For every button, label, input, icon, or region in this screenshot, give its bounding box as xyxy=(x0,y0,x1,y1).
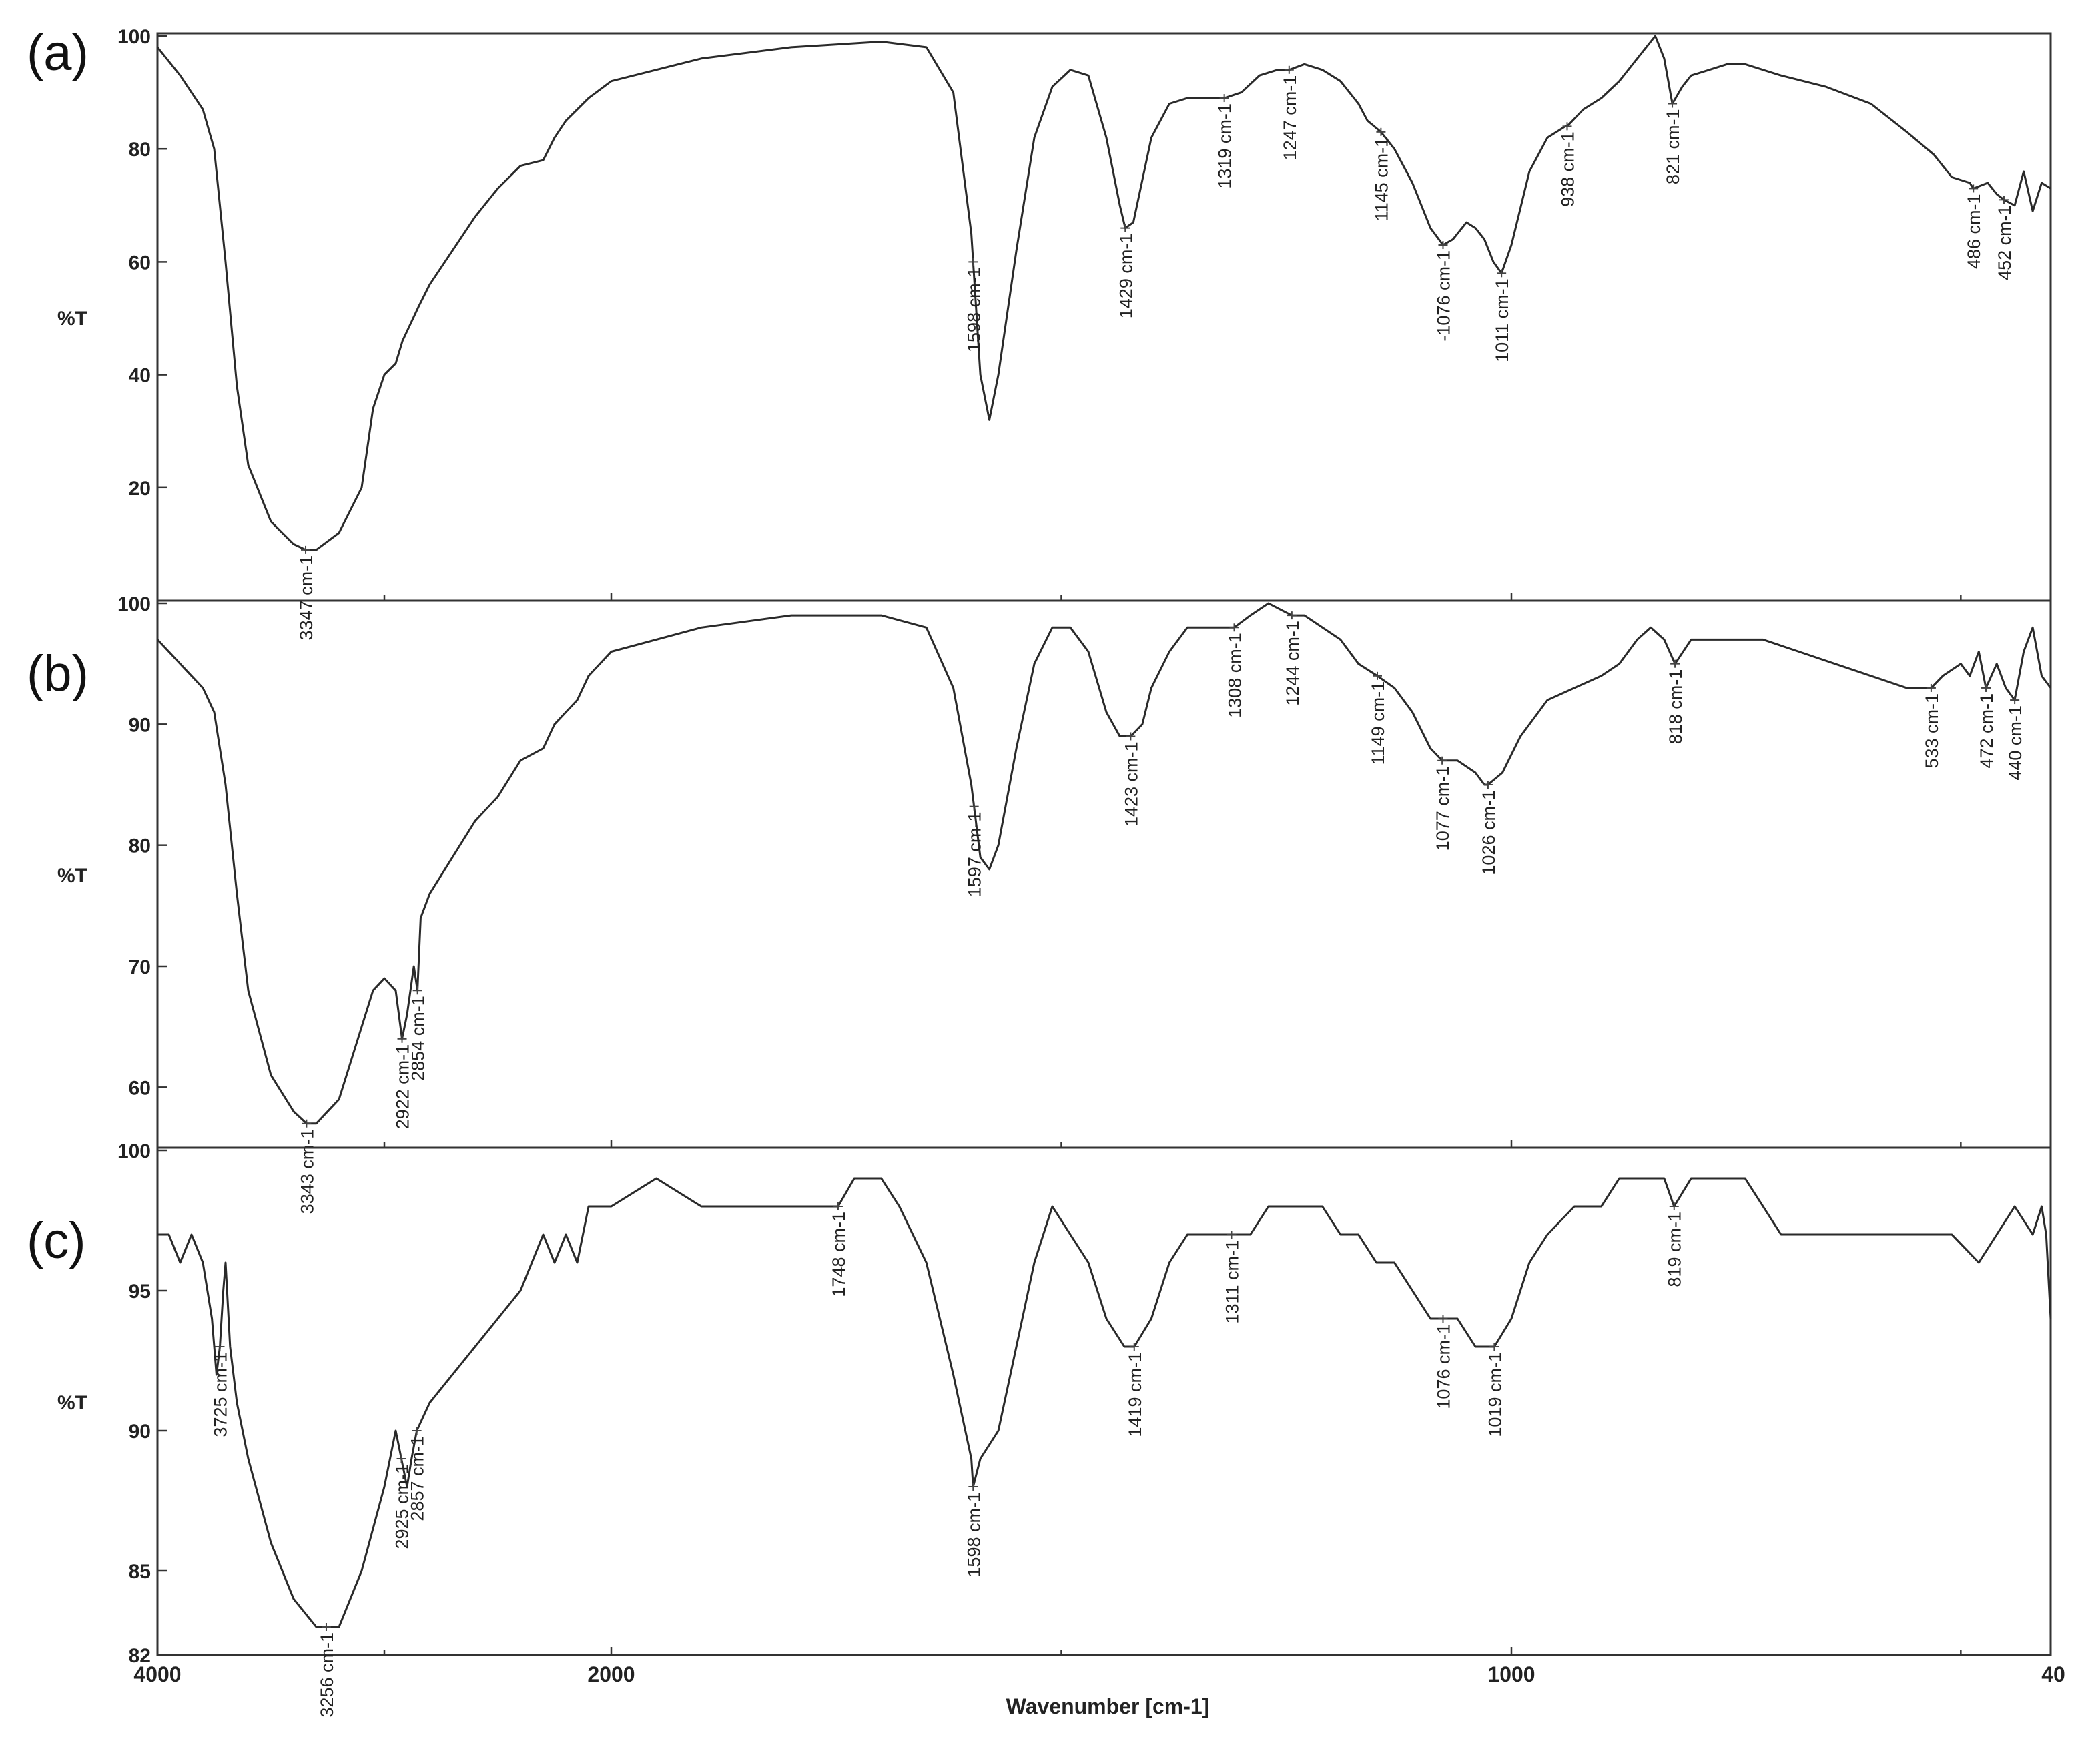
x-tick-label: 4000 xyxy=(133,1662,181,1686)
peak-label: 2922 cm-1 xyxy=(393,1044,413,1130)
panels: (a) %T 20 40 60 80 100 3347 cm-1 1598 cm-1 1429 c… xyxy=(27,25,2052,1718)
y-tick-label: 60 xyxy=(129,252,151,274)
y-tick-label: 80 xyxy=(129,835,151,857)
peak-label: 3725 cm-1 xyxy=(211,1352,231,1437)
x-axis: 4000 2000 1000 40 xyxy=(133,1662,2065,1686)
peak-label: 1076 cm-1 xyxy=(1433,1324,1453,1409)
peak-label: 1077 cm-1 xyxy=(1433,766,1453,851)
y-tick-label: 20 xyxy=(129,478,151,500)
y-tick-label: 60 xyxy=(129,1077,151,1099)
peak-label: 821 cm-1 xyxy=(1663,109,1683,185)
peak-label: 938 cm-1 xyxy=(1557,131,1578,207)
y-tick-label: 100 xyxy=(117,26,151,48)
y-tick-label: 100 xyxy=(117,593,151,615)
y-tick-label: 90 xyxy=(129,714,151,736)
y-tick-label: 40 xyxy=(129,365,151,387)
y-axis-label: %T xyxy=(57,1392,87,1414)
peak-label: 1026 cm-1 xyxy=(1479,790,1499,876)
panel-c: (c) %T 82 85 90 95 100 3725 cm-1 3256 cm-1 2925 c… xyxy=(27,1140,2052,1718)
peak-label: 1423 cm-1 xyxy=(1121,741,1141,827)
peak-label: 1011 cm-1 xyxy=(1492,278,1512,362)
peak-label: 1319 cm-1 xyxy=(1215,103,1235,189)
peak-label: 1429 cm-1 xyxy=(1116,234,1136,319)
peak-label: 1598 cm-1 xyxy=(964,1492,984,1578)
y-tick-label: 80 xyxy=(129,139,151,161)
peak-label: 819 cm-1 xyxy=(1665,1212,1685,1287)
peak-label: 818 cm-1 xyxy=(1666,669,1686,745)
spectrum-line xyxy=(156,602,2052,1125)
spectrum-line xyxy=(157,1177,2052,1628)
y-tick-label: 95 xyxy=(129,1281,151,1303)
peak-label: 1308 cm-1 xyxy=(1225,633,1245,718)
peak-label: 486 cm-1 xyxy=(1964,194,1984,269)
peak-label: 1149 cm-1 xyxy=(1368,681,1388,765)
x-tick-label: 1000 xyxy=(1487,1662,1535,1686)
x-tick-label: 2000 xyxy=(587,1662,635,1686)
peak-label: 3347 cm-1 xyxy=(296,555,316,641)
y-tick-label: 70 xyxy=(129,956,151,978)
peak-label: 3256 cm-1 xyxy=(317,1632,337,1718)
peak-label: -1076 cm-1 xyxy=(1433,250,1453,342)
y-tick-label: 100 xyxy=(117,1140,151,1162)
peak-label: 1247 cm-1 xyxy=(1280,75,1300,161)
peak-label: 2854 cm-1 xyxy=(408,996,428,1081)
plot-frame xyxy=(156,1146,2052,1656)
y-tick-label: 85 xyxy=(129,1561,151,1583)
y-axis-label: %T xyxy=(57,308,87,330)
y-tick-label: 82 xyxy=(129,1645,151,1667)
peak-label: 1019 cm-1 xyxy=(1485,1352,1505,1437)
peak-label: 3343 cm-1 xyxy=(297,1129,317,1214)
peak-label: 1419 cm-1 xyxy=(1125,1352,1145,1437)
peak-label: 2857 cm-1 xyxy=(408,1436,428,1521)
peak-label: 533 cm-1 xyxy=(1922,693,1942,769)
peak-label: 472 cm-1 xyxy=(1977,693,1997,769)
y-tick-label: 90 xyxy=(129,1421,151,1443)
peak-label: 1598 cm-1 xyxy=(964,267,984,352)
peak-label: 1748 cm-1 xyxy=(829,1212,849,1297)
x-tick-label: 40 xyxy=(2041,1662,2065,1686)
panel-label: (c) xyxy=(27,1212,86,1269)
peak-label: 452 cm-1 xyxy=(1995,205,2015,280)
x-axis-label: Wavenumber [cm-1] xyxy=(1006,1694,1210,1718)
y-axis-label: %T xyxy=(57,865,87,887)
peak-label: 1244 cm-1 xyxy=(1283,621,1303,706)
spectrum-line xyxy=(156,35,2051,551)
panel-a: (a) %T 20 40 60 80 100 3347 cm-1 1598 cm-1 1429 c… xyxy=(27,25,2052,641)
peak-label: 440 cm-1 xyxy=(2005,705,2025,781)
panel-label: (a) xyxy=(27,25,89,81)
peak-label: 2925 cm-1 xyxy=(392,1464,412,1549)
peak-label: 1311 cm-1 xyxy=(1222,1240,1242,1324)
plot-frame xyxy=(156,32,2052,602)
peak-label: 1597 cm-1 xyxy=(965,812,985,898)
peak-label: 1145 cm-1 xyxy=(1371,137,1391,222)
panel-label: (b) xyxy=(27,645,89,702)
